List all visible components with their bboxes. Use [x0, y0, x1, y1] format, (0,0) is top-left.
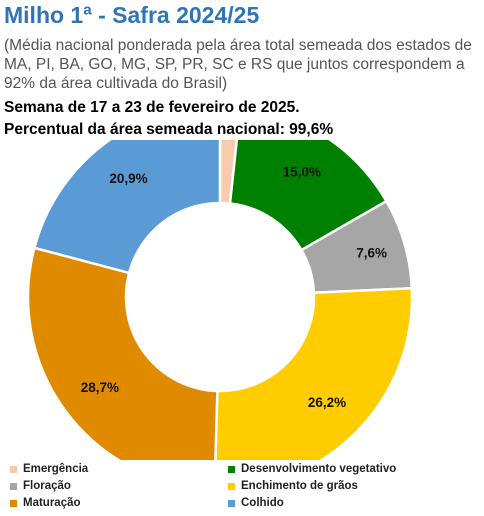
legend-swatch [228, 465, 235, 473]
legend-label: Emergência [23, 463, 89, 475]
legend-swatch [228, 499, 235, 507]
legend-label: Desenvolvimento vegetativo [241, 463, 397, 475]
legend-item-maturacao: Maturação [10, 496, 81, 510]
legend-swatch [10, 482, 17, 490]
legend-swatch [10, 499, 17, 507]
legend-swatch [228, 482, 235, 490]
legend-label: Floração [23, 480, 71, 492]
legend-label: Maturação [23, 497, 81, 509]
legend-item-floracao: Floração [10, 479, 71, 493]
legend-item-emergencia: Emergência [10, 462, 88, 476]
legend-swatch [10, 465, 17, 473]
percent-sown-label: Percentual da área semeada nacional: 99,… [4, 121, 334, 138]
slice-colhido [32, 140, 222, 275]
legend-item-desenvolvimento-vegetativo: Desenvolvimento vegetativo [228, 462, 396, 476]
donut-chart: 1,7%15,0%7,6%26,2%28,7%20,9% [26, 140, 414, 460]
slice-enchimento-de-graos [214, 286, 414, 460]
chart-subtitle: (Média nacional ponderada pela área tota… [4, 37, 472, 92]
data-label-floracao: 7,6% [356, 246, 387, 261]
donut-labels: 1,7%15,0%7,6%26,2%28,7%20,9% [81, 164, 387, 410]
week-label: Semana de 17 a 23 de fevereiro de 2025. [4, 99, 300, 116]
legend-label: Colhido [241, 497, 284, 509]
legend-label: Enchimento de grãos [241, 480, 358, 492]
legend-item-colhido: Colhido [228, 496, 284, 510]
data-label-maturacao: 28,7% [81, 380, 119, 395]
data-label-enchimento-de-graos: 26,2% [308, 395, 346, 410]
data-label-colhido: 20,9% [109, 171, 147, 186]
slice-maturacao [26, 246, 219, 460]
data-label-desenvolvimento-vegetativo: 15,0% [283, 164, 321, 179]
donut-slices [26, 140, 414, 460]
chart-title: Milho 1ª - Safra 2024/25 [4, 2, 260, 28]
legend-item-enchimento-de-graos: Enchimento de grãos [228, 479, 358, 493]
